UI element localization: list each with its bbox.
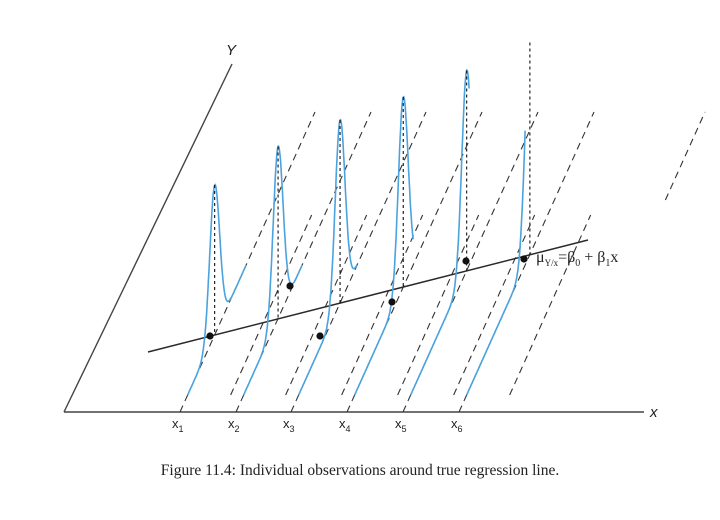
guide-line-7 [664,111,706,201]
x-axis-label: x [649,404,658,421]
dashed-guide-lines [179,111,706,413]
figure-caption: Figure 11.4: Individual observations aro… [160,462,560,479]
observation-point-1 [206,332,214,340]
x-tick-label-3: x3 [283,416,295,434]
observation-point-2 [286,282,294,290]
offset-guide-5 [453,214,536,396]
density-curve-2 [242,144,303,396]
x-tick-label-2: x2 [228,416,240,434]
offset-guide-4 [397,214,480,396]
regression-equation: μY/x=β0 + β1x [536,249,618,269]
y-axis-label: Y [226,42,237,59]
x-tick-label-5: x5 [395,416,407,434]
offset-guide-2 [285,214,368,396]
offset-guide-1 [230,214,313,396]
observation-point-5 [462,257,470,265]
guide-line-1 [179,111,316,413]
density-curve-3 [297,118,358,396]
observation-point-4 [388,298,396,306]
x-tick-label-4: x4 [339,416,351,434]
y-axis [63,63,233,413]
offset-guide-3 [341,214,424,396]
regression-diagram: Y x x1 x2 x3 x4 x5 x6 μY/x=β0 + β1x [63,42,706,434]
x-tick-labels: x1 x2 x3 x4 x5 x6 [172,416,463,434]
density-curve-1 [186,183,247,396]
density-curve-6 [465,130,526,396]
regression-line [147,239,589,353]
x-tick-label-1: x1 [172,416,184,434]
observation-point-6 [520,255,528,263]
x-tick-label-6: x6 [451,416,463,434]
density-curve-5 [409,68,470,396]
axes-group: Y x [63,42,658,421]
density-curve-4 [353,95,414,396]
density-curves [186,42,531,396]
offset-guide-6 [509,214,592,396]
observation-point-3 [316,332,324,340]
